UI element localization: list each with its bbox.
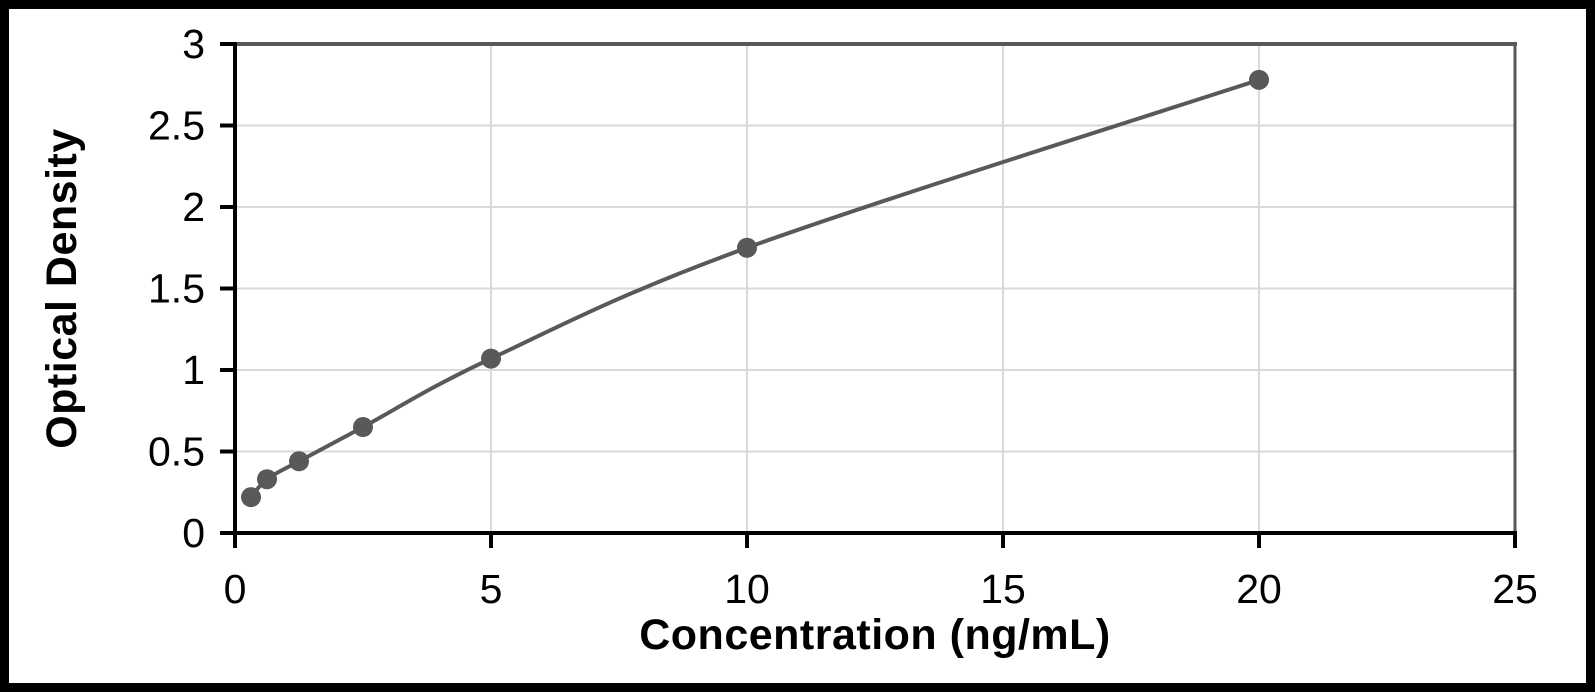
data-point-marker (737, 237, 757, 258)
y-axis-title: Optical Density (37, 128, 86, 449)
data-point-marker (241, 487, 262, 508)
y-tick-label: 2 (182, 184, 205, 230)
y-tick-label: 1 (182, 347, 205, 393)
y-tick-label: 2.5 (148, 103, 205, 149)
y-tick-label: 0 (182, 510, 205, 556)
y-tick-label: 3 (182, 21, 205, 67)
x-axis-title: Concentration (ng/mL) (639, 611, 1111, 659)
x-tick-label: 25 (1492, 566, 1538, 612)
data-point-marker (481, 348, 501, 369)
data-point-marker (353, 417, 373, 438)
y-axis-title-box: Optical Density (36, 44, 88, 533)
y-tick-label: 0.5 (148, 429, 205, 475)
x-tick-label: 15 (980, 566, 1026, 612)
x-tick-label: 5 (480, 566, 503, 612)
x-tick-label: 20 (1236, 566, 1282, 612)
data-point-marker (289, 451, 309, 472)
data-point-marker (1249, 69, 1269, 90)
y-tick-label: 1.5 (148, 266, 205, 312)
x-tick-label: 0 (224, 566, 247, 612)
x-tick-label: 10 (724, 566, 770, 612)
data-point-marker (257, 469, 277, 490)
